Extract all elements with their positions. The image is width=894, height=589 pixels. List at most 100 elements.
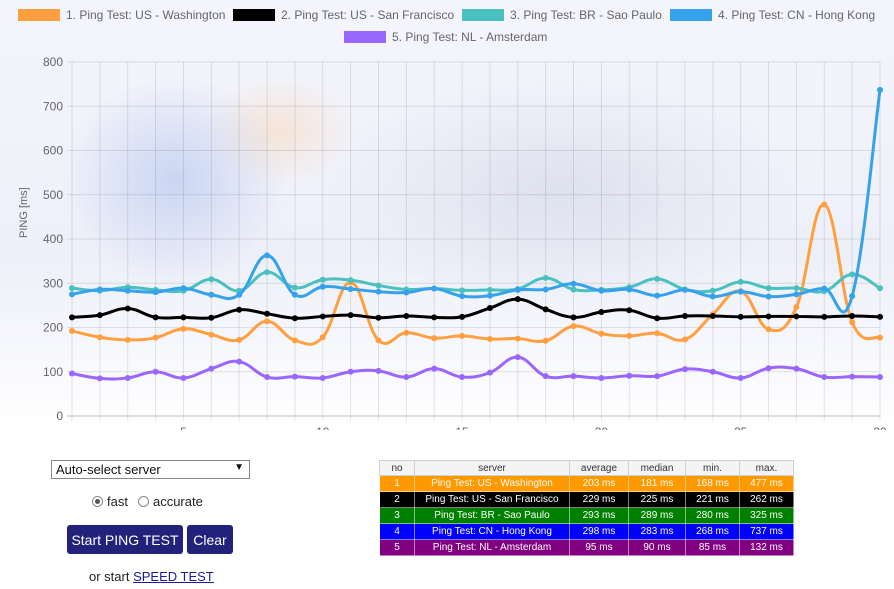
data-point (765, 326, 772, 333)
cell-server: Ping Test: US - San Francisco (414, 491, 570, 508)
data-point (291, 291, 298, 298)
data-point (681, 366, 688, 373)
data-point (236, 291, 243, 298)
data-point (709, 312, 716, 319)
data-point (654, 275, 661, 282)
data-point (570, 314, 577, 321)
data-point (570, 280, 577, 287)
y-tick-label: 400 (43, 232, 63, 246)
cell-average: 95 ms (569, 539, 629, 556)
legend-label: 3. Ping Test: BR - Sao Paulo (510, 8, 662, 22)
legend-label: 4. Ping Test: CN - Hong Kong (718, 8, 876, 22)
data-point (654, 330, 661, 337)
x-tick-label: 5 (180, 425, 187, 430)
table-row: 1 Ping Test: US - Washington 203 ms 181 ms 1… (379, 475, 794, 492)
col-header-min: min. (685, 460, 740, 476)
radio-fast[interactable] (92, 496, 103, 507)
data-point (793, 291, 800, 298)
y-axis-label: PING [ms] (18, 187, 30, 238)
cell-average: 229 ms (569, 491, 629, 508)
data-point (431, 365, 438, 372)
data-point (514, 286, 521, 293)
speed-test-link[interactable]: SPEED TEST (133, 569, 214, 584)
cell-max: 737 ms (739, 523, 794, 540)
data-point (542, 286, 549, 293)
data-point (486, 369, 493, 376)
data-point (459, 293, 466, 300)
legend-item-sao-paulo[interactable]: 3. Ping Test: BR - Sao Paulo (462, 8, 662, 22)
cell-max: 325 ms (739, 507, 794, 524)
data-point (264, 374, 271, 381)
radio-accurate[interactable] (137, 496, 149, 507)
cell-median: 90 ms (628, 539, 686, 556)
col-header-server: server (414, 460, 570, 476)
data-point (709, 287, 716, 294)
results-header-row: no server average median min. max. (379, 460, 794, 476)
data-point (709, 368, 716, 375)
legend-item-washington[interactable]: 1. Ping Test: US - Washington (18, 8, 225, 22)
legend-swatch (18, 9, 60, 21)
y-tick-label: 600 (43, 144, 63, 158)
data-point (486, 336, 493, 343)
data-point (737, 313, 744, 320)
cell-min: 280 ms (685, 507, 740, 524)
cell-no: 3 (379, 507, 415, 524)
cell-server: Ping Test: US - Washington (414, 475, 570, 492)
speed-test-prefix: or start (89, 569, 134, 584)
data-point (542, 373, 549, 380)
data-point (709, 293, 716, 300)
data-point (459, 374, 466, 381)
data-point (542, 306, 549, 313)
series-line-1 (71, 203, 881, 346)
data-point (69, 291, 75, 298)
data-point (431, 314, 438, 321)
data-point (459, 332, 466, 339)
data-point (570, 286, 577, 293)
cell-server: Ping Test: NL - Amsterdam (414, 539, 570, 556)
legend-item-hong-kong[interactable]: 4. Ping Test: CN - Hong Kong (670, 8, 875, 22)
legend-item-amsterdam[interactable]: 5. Ping Test: NL - Amsterdam (344, 30, 547, 44)
data-point (319, 276, 326, 283)
chevron-down-icon: ▼ (234, 462, 244, 473)
data-point (514, 296, 521, 303)
start-ping-test-button[interactable]: Start PING TEST (67, 525, 183, 554)
data-point (765, 293, 772, 300)
data-point (542, 337, 549, 344)
cell-no: 5 (379, 539, 415, 556)
cell-min: 168 ms (685, 475, 740, 492)
test-controls: Auto-select server ▼ fast accurate Start… (0, 430, 370, 589)
data-point (347, 277, 354, 284)
y-tick-label: 200 (43, 321, 63, 335)
table-row: 2 Ping Test: US - San Francisco 229 ms 225 … (379, 491, 794, 508)
data-point (208, 276, 215, 283)
clear-button[interactable]: Clear (187, 525, 233, 554)
data-point (180, 325, 187, 332)
series-line-2 (71, 297, 881, 320)
data-point (264, 252, 271, 259)
server-select-value: Auto-select server (56, 462, 161, 477)
legend-swatch (462, 9, 504, 21)
cell-max: 132 ms (739, 539, 794, 556)
cell-average: 203 ms (569, 475, 629, 492)
y-tick-label: 100 (43, 365, 63, 379)
results-table: no server average median min. max. 1 Ping… (379, 460, 794, 556)
data-point (681, 336, 688, 343)
data-point (598, 374, 605, 381)
cell-no: 1 (379, 475, 415, 492)
legend-swatch (670, 9, 712, 21)
legend-label: 1. Ping Test: US - Washington (66, 8, 226, 22)
server-select[interactable]: Auto-select server ▼ (51, 460, 250, 479)
cell-server: Ping Test: CN - Hong Kong (414, 523, 570, 540)
cell-median: 283 ms (628, 523, 686, 540)
data-point (208, 314, 215, 321)
data-point (96, 312, 103, 319)
legend-swatch (233, 9, 275, 21)
table-row: 4 Ping Test: CN - Hong Kong 298 ms 283 ms 26… (379, 523, 794, 540)
data-point (124, 305, 131, 312)
data-point (96, 375, 103, 382)
data-point (291, 284, 298, 291)
legend-item-san-francisco[interactable]: 2. Ping Test: US - San Francisco (233, 8, 454, 22)
data-point (291, 315, 298, 322)
data-point (626, 286, 633, 293)
data-point (264, 318, 271, 325)
